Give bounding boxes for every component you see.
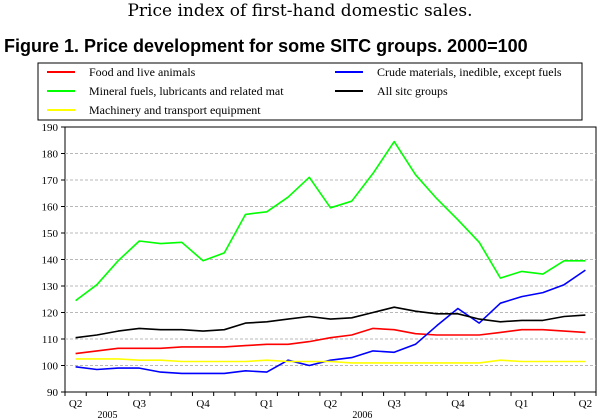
x-tick-label: Q4 xyxy=(451,398,465,410)
legend-box xyxy=(37,62,583,121)
legend-label: Machinery and transport equipment xyxy=(89,103,261,117)
x-tick-label: Q1 xyxy=(260,398,273,410)
y-tick-label: 180 xyxy=(42,149,59,161)
legend: Food and live animals Crude materials, in… xyxy=(47,65,562,117)
y-tick-label: 140 xyxy=(42,255,59,267)
x-tick-label: Q4 xyxy=(196,398,210,410)
y-axis: 90 100 110 120 130 140 150 160 170 180 190 xyxy=(42,122,65,399)
x-tick-label: Q2 xyxy=(579,398,592,410)
legend-label: All sitc groups xyxy=(377,84,448,98)
series-line-food-and-live-animals xyxy=(75,327,586,355)
series-line-all-sitc-groups xyxy=(75,306,586,339)
year-label: 2006 xyxy=(352,410,372,420)
series-line-mineral-fuels-lubricants-and-related-mat xyxy=(75,140,586,302)
y-tick-label: 150 xyxy=(42,228,59,240)
y-tick-label: 170 xyxy=(42,175,59,187)
y-tick-label: 190 xyxy=(42,122,59,134)
x-tick-label: Q3 xyxy=(133,398,147,410)
y-tick-label: 110 xyxy=(42,334,59,346)
legend-label: Food and live animals xyxy=(89,65,196,79)
x-tick-label: Q1 xyxy=(515,398,528,410)
legend-label: Crude materials, inedible, except fuels xyxy=(377,65,562,79)
y-tick-label: 100 xyxy=(42,361,59,373)
y-tick-label: 130 xyxy=(42,281,59,293)
x-tick-label: Q2 xyxy=(324,398,337,410)
x-tick-label: Q3 xyxy=(387,398,401,410)
figure-title: Figure 1. Price development for some SIT… xyxy=(4,36,528,56)
y-tick-label: 160 xyxy=(42,202,59,214)
page-suptitle: Price index of first-hand domestic sales… xyxy=(127,1,473,21)
x-axis: Q2 Q3 Q4 Q1 Q2 Q3 Q4 Q1 Q2 2005 2006 xyxy=(64,392,597,420)
series-line-crude-materials-inedible-except-fuels xyxy=(75,269,586,375)
year-label: 2005 xyxy=(97,410,117,420)
y-tick-label: 120 xyxy=(42,308,59,320)
x-tick-label: Q2 xyxy=(69,398,82,410)
series-line-machinery-and-transport-equipment xyxy=(75,358,586,364)
series-lines xyxy=(75,140,586,375)
y-tick-label: 90 xyxy=(47,387,59,399)
legend-label: Mineral fuels, lubricants and related ma… xyxy=(89,84,284,98)
